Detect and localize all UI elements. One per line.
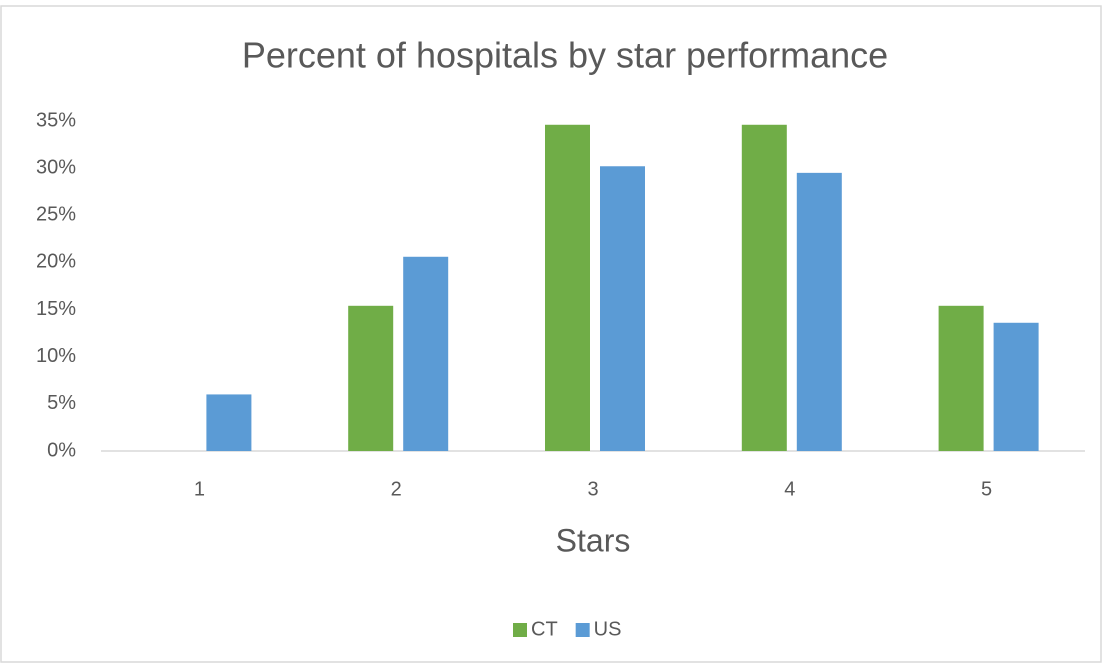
legend-swatch: [513, 623, 527, 637]
y-tick-label: 30%: [36, 156, 76, 178]
legend-label: US: [594, 618, 622, 640]
x-tick-label: 5: [981, 478, 992, 500]
y-tick-label: 25%: [36, 204, 76, 226]
x-tick-label: 3: [587, 478, 598, 500]
legend-swatch: [575, 623, 590, 637]
y-tick-label: 15%: [36, 298, 76, 320]
bar: [348, 305, 394, 451]
y-tick-label: 5%: [47, 392, 76, 414]
bar: [741, 124, 787, 452]
chart-title: Percent of hospitals by star performance: [242, 35, 888, 76]
bar: [403, 256, 449, 451]
bar: [206, 394, 252, 451]
bar: [796, 172, 842, 451]
bar: [993, 322, 1039, 451]
y-tick-label: 20%: [36, 251, 76, 273]
x-tick-label: 4: [784, 478, 795, 500]
bar: [938, 305, 984, 451]
y-tick-label: 0%: [47, 439, 76, 461]
y-tick-label: 10%: [36, 345, 76, 367]
bar: [545, 124, 590, 452]
x-tick-label: 1: [194, 478, 205, 500]
x-tick-label: 2: [391, 478, 402, 500]
bar: [600, 166, 645, 451]
legend-label: CT: [531, 618, 558, 640]
y-tick-label: 35%: [36, 109, 76, 131]
x-axis-label: Stars: [556, 522, 631, 558]
